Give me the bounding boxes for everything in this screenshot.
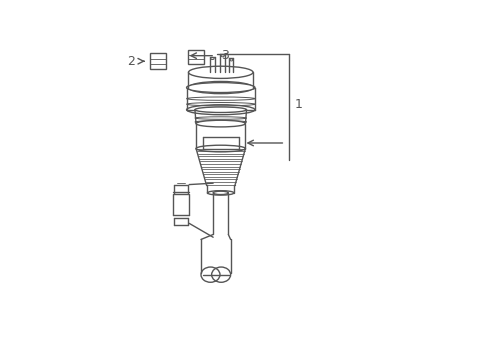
Ellipse shape	[213, 191, 228, 194]
Ellipse shape	[207, 191, 234, 195]
Bar	[189, 50, 204, 64]
Bar	[150, 53, 167, 69]
Ellipse shape	[189, 66, 253, 78]
Ellipse shape	[187, 82, 255, 93]
Ellipse shape	[189, 81, 253, 94]
Text: 3: 3	[220, 49, 229, 62]
Ellipse shape	[196, 145, 245, 152]
Ellipse shape	[187, 105, 255, 115]
Text: 2: 2	[127, 55, 135, 68]
Text: 1: 1	[295, 98, 303, 111]
Ellipse shape	[196, 120, 245, 127]
Ellipse shape	[195, 107, 246, 112]
